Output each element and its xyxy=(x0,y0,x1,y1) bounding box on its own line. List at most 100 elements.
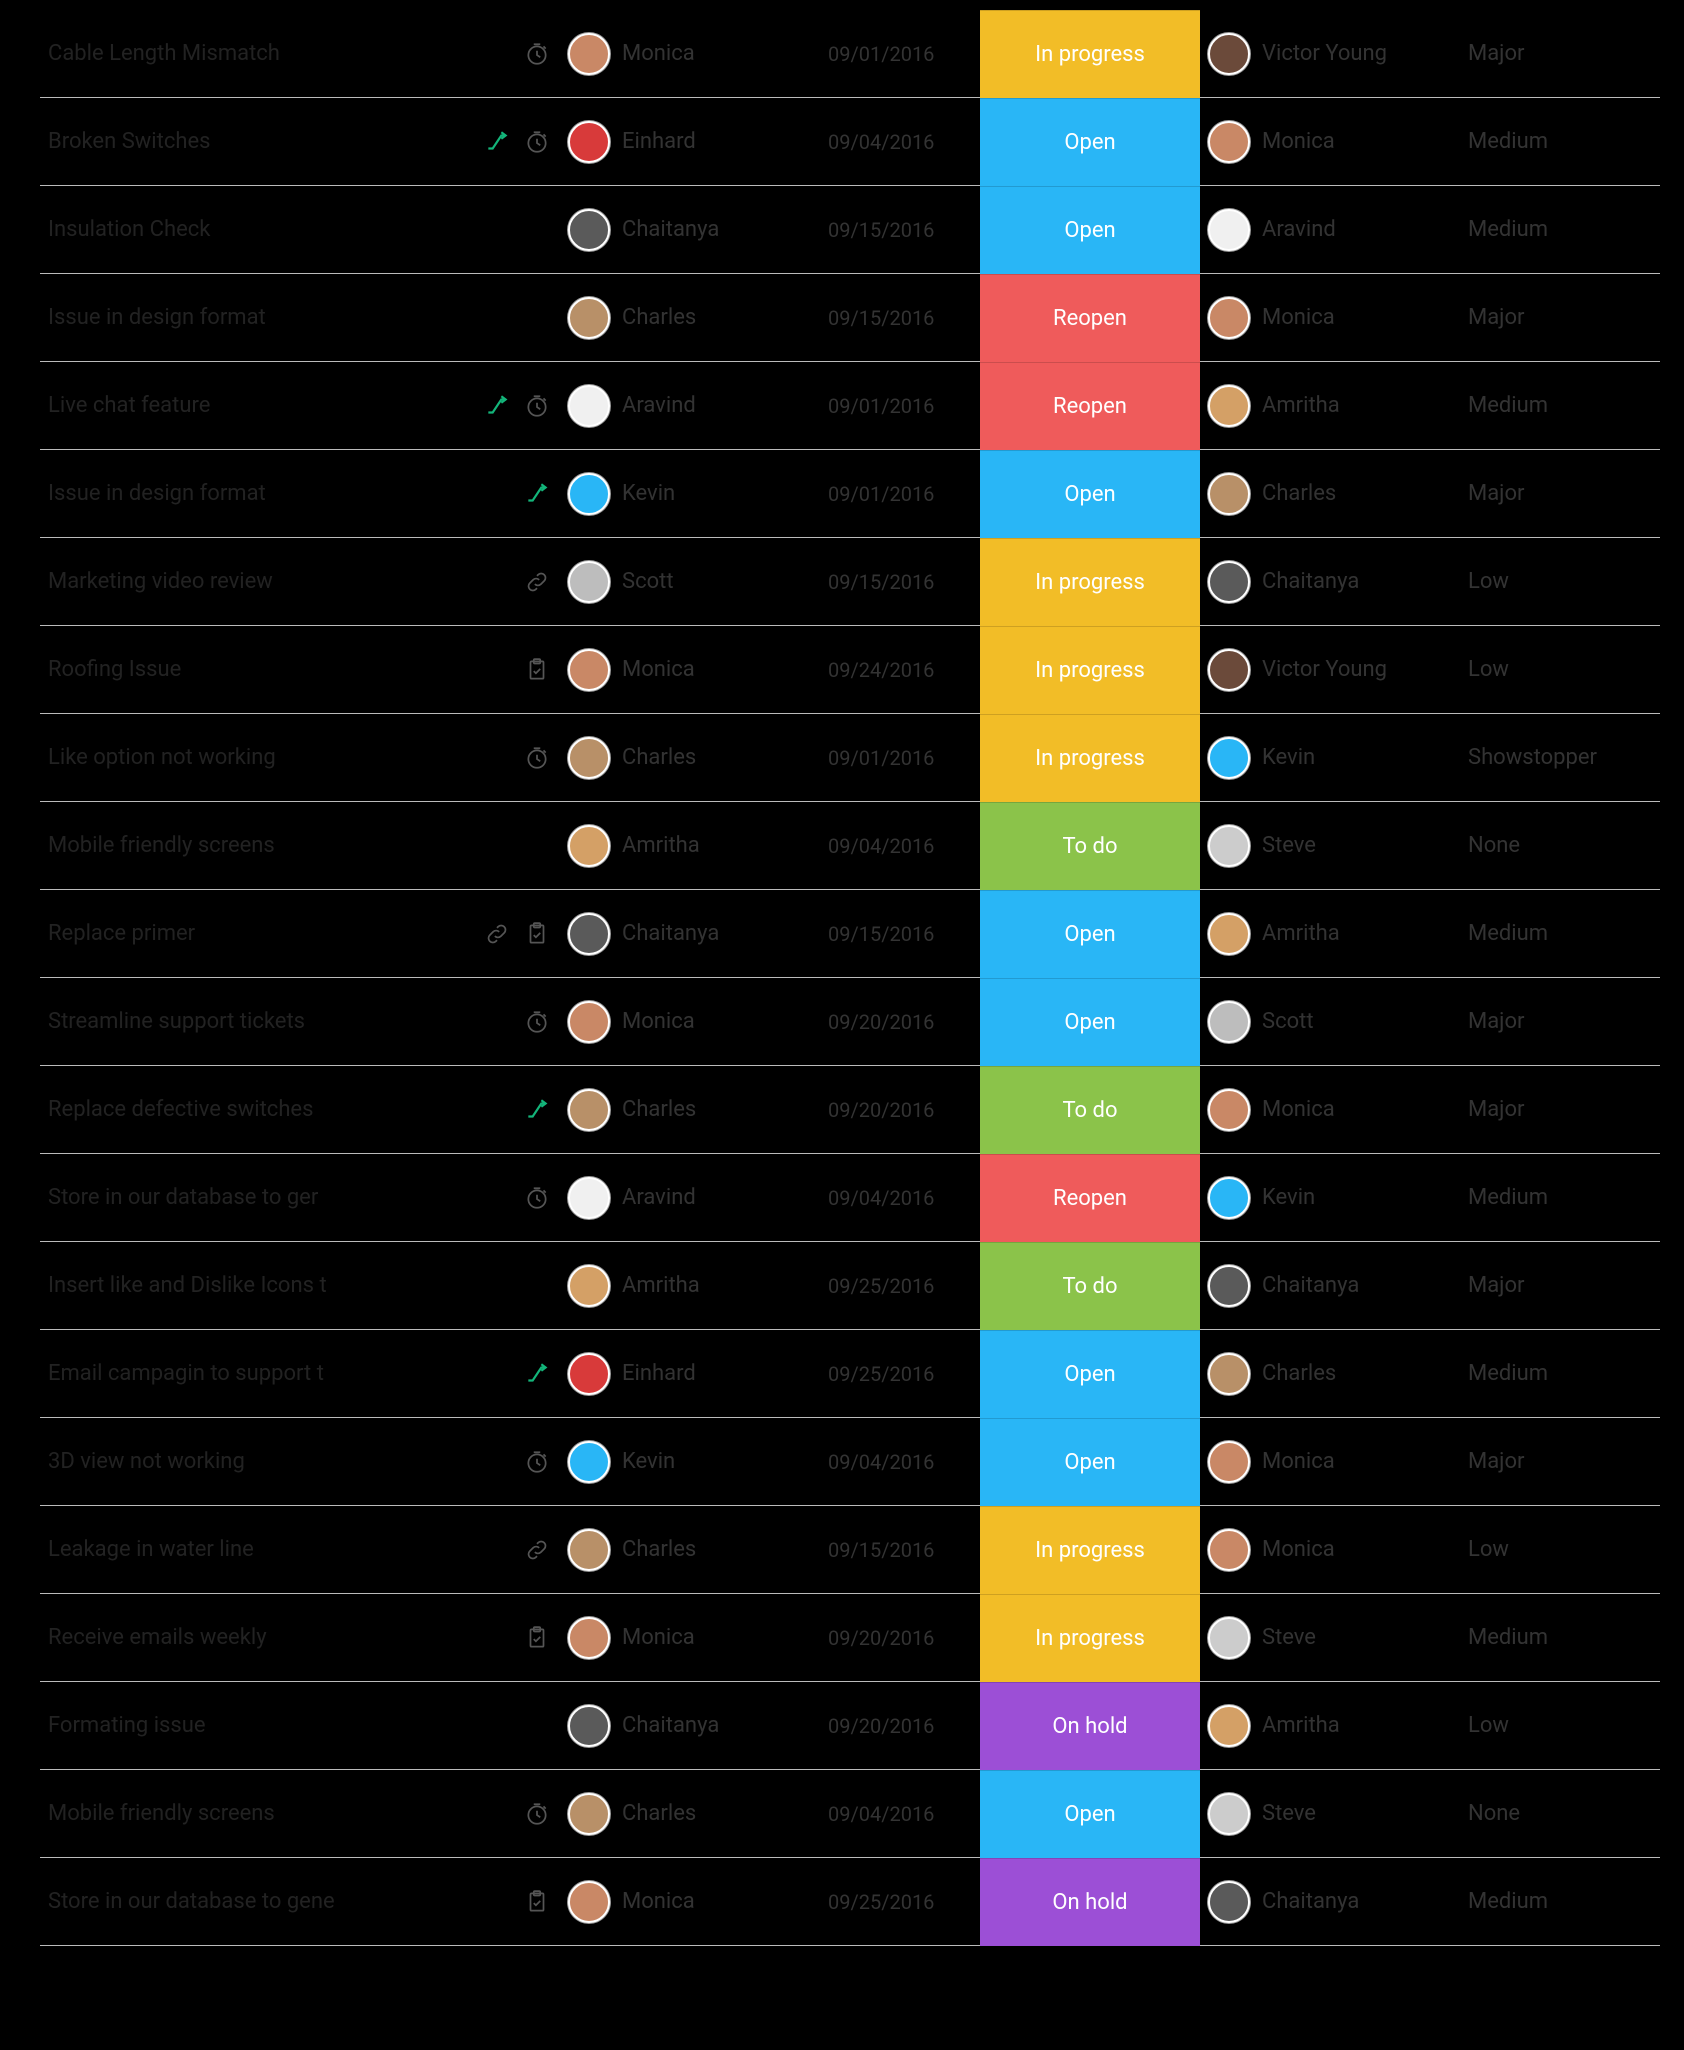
issue-title[interactable]: Issue in design format xyxy=(40,274,450,362)
table-row[interactable]: Mobile friendly screensCharles09/04/2016… xyxy=(40,1770,1644,1858)
issue-title[interactable]: Insulation Check xyxy=(40,186,450,274)
assignee-cell[interactable]: Charles xyxy=(560,714,820,802)
table-row[interactable]: Like option not workingCharles09/01/2016… xyxy=(40,714,1644,802)
status-cell[interactable]: Open xyxy=(980,98,1200,186)
status-cell[interactable]: Open xyxy=(980,186,1200,274)
status-cell[interactable]: On hold xyxy=(980,1682,1200,1770)
assignee-cell[interactable]: Monica xyxy=(560,978,820,1066)
assignee-cell[interactable]: Monica xyxy=(560,1858,820,1946)
assignee-cell[interactable]: Chaitanya xyxy=(560,186,820,274)
reporter-cell[interactable]: Amritha xyxy=(1200,1682,1460,1770)
assignee-cell[interactable]: Charles xyxy=(560,274,820,362)
table-row[interactable]: Issue in design formatKevin09/01/2016Ope… xyxy=(40,450,1644,538)
assignee-cell[interactable]: Kevin xyxy=(560,1418,820,1506)
reporter-cell[interactable]: Steve xyxy=(1200,802,1460,890)
issue-title[interactable]: Leakage in water line xyxy=(40,1506,450,1594)
table-row[interactable]: Email campagin to support tEinhard09/25/… xyxy=(40,1330,1644,1418)
assignee-cell[interactable]: Aravind xyxy=(560,1154,820,1242)
status-cell[interactable]: Open xyxy=(980,890,1200,978)
assignee-cell[interactable]: Chaitanya xyxy=(560,890,820,978)
table-row[interactable]: 3D view not workingKevin09/04/2016OpenMo… xyxy=(40,1418,1644,1506)
reporter-cell[interactable]: Monica xyxy=(1200,1066,1460,1154)
reporter-cell[interactable]: Chaitanya xyxy=(1200,538,1460,626)
assignee-cell[interactable]: Monica xyxy=(560,1594,820,1682)
reporter-cell[interactable]: Victor Young xyxy=(1200,10,1460,98)
status-cell[interactable]: Open xyxy=(980,450,1200,538)
assignee-cell[interactable]: Chaitanya xyxy=(560,1682,820,1770)
table-row[interactable]: Mobile friendly screensAmritha09/04/2016… xyxy=(40,802,1644,890)
status-cell[interactable]: To do xyxy=(980,802,1200,890)
issue-title[interactable]: Live chat feature xyxy=(40,362,450,450)
status-cell[interactable]: On hold xyxy=(980,1858,1200,1946)
issue-title[interactable]: Store in our database to gene xyxy=(40,1858,450,1946)
reporter-cell[interactable]: Monica xyxy=(1200,98,1460,186)
table-row[interactable]: Streamline support ticketsMonica09/20/20… xyxy=(40,978,1644,1066)
issue-title[interactable]: Formating issue xyxy=(40,1682,450,1770)
status-cell[interactable]: Reopen xyxy=(980,1154,1200,1242)
issue-title[interactable]: Mobile friendly screens xyxy=(40,1770,450,1858)
table-row[interactable]: Insulation CheckChaitanya09/15/2016OpenA… xyxy=(40,186,1644,274)
status-cell[interactable]: Reopen xyxy=(980,274,1200,362)
issue-title[interactable]: Roofing Issue xyxy=(40,626,450,714)
issue-title[interactable]: Like option not working xyxy=(40,714,450,802)
table-row[interactable]: Replace primerChaitanya09/15/2016OpenAmr… xyxy=(40,890,1644,978)
reporter-cell[interactable]: Kevin xyxy=(1200,714,1460,802)
status-cell[interactable]: In progress xyxy=(980,538,1200,626)
table-row[interactable]: Issue in design formatCharles09/15/2016R… xyxy=(40,274,1644,362)
status-cell[interactable]: In progress xyxy=(980,1594,1200,1682)
reporter-cell[interactable]: Steve xyxy=(1200,1770,1460,1858)
reporter-cell[interactable]: Scott xyxy=(1200,978,1460,1066)
table-row[interactable]: Store in our database to geneMonica09/25… xyxy=(40,1858,1644,1946)
reporter-cell[interactable]: Amritha xyxy=(1200,362,1460,450)
table-row[interactable]: Live chat featureAravind09/01/2016Reopen… xyxy=(40,362,1644,450)
reporter-cell[interactable]: Steve xyxy=(1200,1594,1460,1682)
issue-title[interactable]: Store in our database to ger xyxy=(40,1154,450,1242)
assignee-cell[interactable]: Aravind xyxy=(560,362,820,450)
issue-title[interactable]: Marketing video review xyxy=(40,538,450,626)
issue-title[interactable]: Email campagin to support t xyxy=(40,1330,450,1418)
table-row[interactable]: Broken SwitchesEinhard09/04/2016OpenMoni… xyxy=(40,98,1644,186)
status-cell[interactable]: To do xyxy=(980,1242,1200,1330)
table-row[interactable]: Marketing video reviewScott09/15/2016In … xyxy=(40,538,1644,626)
assignee-cell[interactable]: Monica xyxy=(560,10,820,98)
reporter-cell[interactable]: Charles xyxy=(1200,1330,1460,1418)
assignee-cell[interactable]: Amritha xyxy=(560,1242,820,1330)
reporter-cell[interactable]: Monica xyxy=(1200,274,1460,362)
reporter-cell[interactable]: Monica xyxy=(1200,1418,1460,1506)
assignee-cell[interactable]: Scott xyxy=(560,538,820,626)
issue-title[interactable]: Replace primer xyxy=(40,890,450,978)
assignee-cell[interactable]: Charles xyxy=(560,1770,820,1858)
assignee-cell[interactable]: Einhard xyxy=(560,1330,820,1418)
status-cell[interactable]: In progress xyxy=(980,10,1200,98)
table-row[interactable]: Roofing IssueMonica09/24/2016In progress… xyxy=(40,626,1644,714)
reporter-cell[interactable]: Charles xyxy=(1200,450,1460,538)
reporter-cell[interactable]: Kevin xyxy=(1200,1154,1460,1242)
table-row[interactable]: Insert like and Dislike Icons tAmritha09… xyxy=(40,1242,1644,1330)
issue-title[interactable]: Issue in design format xyxy=(40,450,450,538)
issue-title[interactable]: Cable Length Mismatch xyxy=(40,10,450,98)
status-cell[interactable]: Open xyxy=(980,1330,1200,1418)
assignee-cell[interactable]: Charles xyxy=(560,1066,820,1154)
issue-title[interactable]: Mobile friendly screens xyxy=(40,802,450,890)
table-row[interactable]: Store in our database to gerAravind09/04… xyxy=(40,1154,1644,1242)
issue-title[interactable]: Receive emails weekly xyxy=(40,1594,450,1682)
status-cell[interactable]: Reopen xyxy=(980,362,1200,450)
table-row[interactable]: Replace defective switchesCharles09/20/2… xyxy=(40,1066,1644,1154)
issue-title[interactable]: Streamline support tickets xyxy=(40,978,450,1066)
issue-title[interactable]: 3D view not working xyxy=(40,1418,450,1506)
reporter-cell[interactable]: Victor Young xyxy=(1200,626,1460,714)
status-cell[interactable]: To do xyxy=(980,1066,1200,1154)
table-row[interactable]: Receive emails weeklyMonica09/20/2016In … xyxy=(40,1594,1644,1682)
issue-title[interactable]: Broken Switches xyxy=(40,98,450,186)
status-cell[interactable]: In progress xyxy=(980,626,1200,714)
status-cell[interactable]: Open xyxy=(980,978,1200,1066)
issue-title[interactable]: Replace defective switches xyxy=(40,1066,450,1154)
status-cell[interactable]: Open xyxy=(980,1418,1200,1506)
reporter-cell[interactable]: Chaitanya xyxy=(1200,1858,1460,1946)
assignee-cell[interactable]: Monica xyxy=(560,626,820,714)
issue-title[interactable]: Insert like and Dislike Icons t xyxy=(40,1242,450,1330)
reporter-cell[interactable]: Monica xyxy=(1200,1506,1460,1594)
table-row[interactable]: Leakage in water lineCharles09/15/2016In… xyxy=(40,1506,1644,1594)
status-cell[interactable]: Open xyxy=(980,1770,1200,1858)
reporter-cell[interactable]: Aravind xyxy=(1200,186,1460,274)
